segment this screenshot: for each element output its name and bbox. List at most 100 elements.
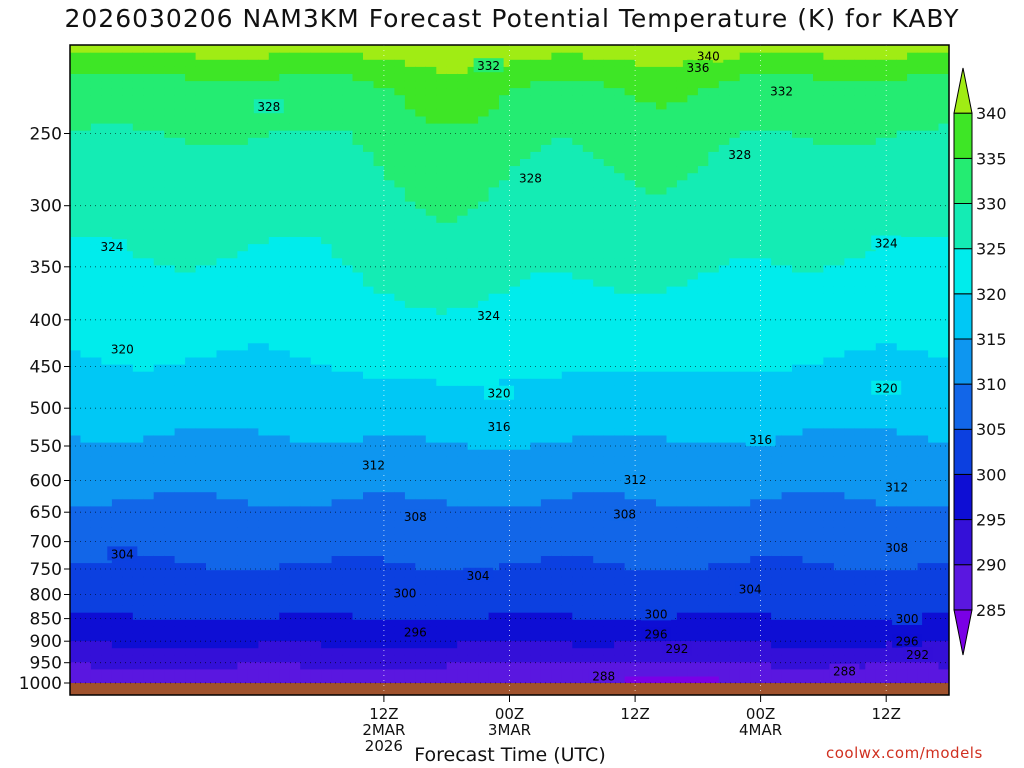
shaded-cell: [310, 250, 322, 259]
shaded-cell: [310, 278, 322, 287]
shaded-cell: [499, 293, 511, 301]
shaded-cell: [195, 137, 207, 145]
shaded-cell: [446, 250, 458, 259]
shaded-cell: [614, 278, 626, 287]
shaded-cell: [237, 201, 249, 209]
shaded-cell: [352, 569, 364, 578]
shaded-cell: [321, 165, 333, 174]
shaded-cell: [216, 186, 228, 195]
shaded-cell: [268, 257, 280, 266]
shaded-cell: [488, 80, 500, 89]
shaded-cell: [279, 555, 291, 564]
shaded-cell: [331, 640, 343, 649]
shaded-cell: [268, 512, 280, 521]
shaded-cell: [342, 179, 354, 188]
shaded-cell: [227, 264, 239, 273]
shaded-cell: [206, 385, 218, 393]
shaded-cell: [153, 527, 165, 535]
shaded-cell: [394, 619, 406, 627]
shaded-cell: [153, 661, 165, 670]
shaded-cell: [111, 392, 123, 401]
shaded-cell: [289, 498, 301, 507]
shaded-cell: [331, 243, 343, 252]
shaded-cell: [363, 286, 375, 294]
shaded-cell: [415, 101, 427, 110]
shaded-cell: [164, 243, 176, 252]
shaded-cell: [331, 420, 343, 429]
shaded-cell: [478, 193, 490, 202]
shaded-cell: [561, 619, 573, 627]
shaded-cell: [404, 108, 416, 117]
shaded-cell: [90, 130, 102, 138]
shaded-cell: [624, 356, 636, 365]
shaded-cell: [635, 356, 647, 365]
shaded-cell: [488, 626, 500, 634]
shaded-cell: [352, 300, 364, 308]
shaded-cell: [111, 427, 123, 436]
shaded-cell: [70, 470, 82, 478]
shaded-cell: [593, 186, 605, 195]
shaded-cell: [342, 52, 354, 60]
shaded-cell: [520, 229, 532, 237]
shaded-cell: [425, 654, 437, 663]
shaded-cell: [635, 321, 647, 330]
shaded-cell: [520, 349, 532, 358]
shaded-cell: [237, 144, 249, 152]
shaded-cell: [488, 179, 500, 188]
shaded-cell: [289, 144, 301, 152]
shaded-cell: [331, 335, 343, 344]
shaded-cell: [331, 80, 343, 89]
shaded-cell: [645, 463, 657, 471]
shaded-cell: [530, 59, 542, 67]
shaded-cell: [467, 130, 479, 138]
shaded-cell: [582, 427, 594, 436]
shaded-cell: [603, 186, 615, 195]
shaded-cell: [174, 434, 186, 443]
shaded-cell: [289, 123, 301, 131]
shaded-cell: [101, 201, 113, 209]
shaded-cell: [80, 278, 92, 287]
shaded-cell: [132, 59, 144, 67]
shaded-cell: [237, 215, 249, 223]
shaded-cell: [352, 108, 364, 117]
shaded-cell: [143, 640, 155, 649]
shaded-cell: [227, 675, 239, 684]
shaded-cell: [540, 144, 552, 152]
shaded-cell: [603, 201, 615, 209]
shaded-cell: [645, 477, 657, 486]
shaded-cell: [80, 172, 92, 181]
shaded-cell: [530, 427, 542, 436]
shaded-cell: [122, 328, 134, 337]
shaded-cell: [593, 278, 605, 287]
shaded-cell: [101, 378, 113, 386]
shaded-cell: [436, 470, 448, 478]
shaded-cell: [561, 87, 573, 96]
shaded-cell: [206, 413, 218, 422]
shaded-cell: [195, 548, 207, 556]
shaded-cell: [624, 626, 636, 634]
shaded-cell: [551, 647, 563, 656]
shaded-cell: [90, 45, 102, 53]
shaded-cell: [122, 434, 134, 443]
shaded-cell: [561, 434, 573, 443]
shaded-cell: [603, 442, 615, 450]
shaded-cell: [80, 66, 92, 74]
shaded-cell: [509, 527, 521, 535]
shaded-cell: [216, 208, 228, 216]
shaded-cell: [582, 548, 594, 556]
shaded-cell: [551, 229, 563, 237]
shaded-cell: [635, 364, 647, 372]
shaded-cell: [603, 321, 615, 330]
shaded-cell: [101, 654, 113, 663]
shaded-cell: [373, 640, 385, 649]
shaded-cell: [258, 555, 270, 564]
shaded-cell: [143, 87, 155, 96]
shaded-cell: [321, 87, 333, 96]
shaded-cell: [614, 300, 626, 308]
shaded-cell: [551, 130, 563, 138]
shaded-cell: [279, 562, 291, 571]
shaded-cell: [90, 250, 102, 259]
shaded-cell: [80, 250, 92, 259]
shaded-cell: [164, 590, 176, 599]
shaded-cell: [635, 463, 647, 471]
